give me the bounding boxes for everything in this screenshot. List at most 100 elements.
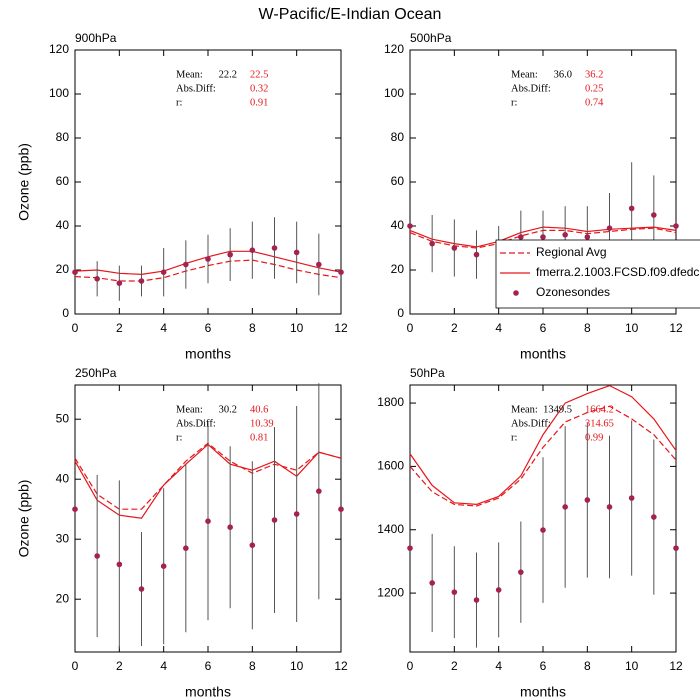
x-tick-label: 12 bbox=[669, 321, 683, 335]
stat-label: Abs.Diff: bbox=[511, 418, 551, 429]
stat-label: Mean: bbox=[511, 69, 538, 80]
point bbox=[160, 563, 167, 569]
legend-label: Ozonesondes bbox=[536, 285, 610, 299]
stat-value: 0.25 bbox=[585, 83, 603, 94]
point bbox=[316, 261, 322, 268]
x-tick-label: 8 bbox=[584, 659, 591, 673]
x-tick-label: 2 bbox=[116, 321, 123, 335]
point bbox=[205, 256, 211, 262]
point bbox=[673, 223, 679, 229]
y-tick-label: 60 bbox=[56, 174, 70, 188]
x-tick-label: 2 bbox=[116, 659, 123, 673]
point bbox=[138, 278, 145, 284]
stat-value: 314.65 bbox=[585, 418, 614, 429]
y-tick-label: 20 bbox=[56, 262, 70, 276]
stat-value: 0.99 bbox=[585, 432, 603, 443]
point bbox=[249, 542, 256, 548]
point bbox=[407, 223, 413, 229]
point bbox=[271, 517, 278, 523]
x-tick-label: 8 bbox=[249, 659, 256, 673]
y-tick-label: 60 bbox=[391, 174, 405, 188]
x-tick-label: 4 bbox=[160, 659, 167, 673]
point bbox=[473, 597, 480, 603]
legend-label: Regional Avg bbox=[536, 245, 607, 259]
x-tick-label: 4 bbox=[495, 321, 502, 335]
y-axis-label: Ozone (ppb) bbox=[16, 143, 32, 221]
stat-label: r: bbox=[511, 97, 517, 108]
line bbox=[409, 405, 677, 507]
x-tick-label: 2 bbox=[451, 321, 458, 335]
y-tick-label: 40 bbox=[391, 218, 405, 232]
y-tick-label: 100 bbox=[384, 86, 404, 100]
stat-value: 0.81 bbox=[250, 432, 268, 443]
point bbox=[584, 234, 591, 240]
point bbox=[429, 580, 435, 586]
point bbox=[183, 545, 189, 551]
point bbox=[562, 504, 568, 510]
point bbox=[293, 249, 300, 256]
stat-value: 1349.5 bbox=[543, 404, 572, 415]
x-tick-label: 10 bbox=[290, 321, 304, 335]
point bbox=[540, 527, 546, 533]
point bbox=[116, 280, 123, 287]
x-tick-label: 10 bbox=[625, 659, 639, 673]
point bbox=[316, 488, 322, 495]
x-tick-label: 10 bbox=[625, 321, 639, 335]
y-tick-label: 40 bbox=[56, 218, 70, 232]
y-tick-label: 1400 bbox=[377, 522, 404, 536]
x-tick-label: 4 bbox=[495, 659, 502, 673]
y-tick-label: 1600 bbox=[377, 459, 404, 473]
point bbox=[451, 245, 458, 251]
point bbox=[429, 240, 435, 247]
stat-label: r: bbox=[511, 432, 517, 443]
y-tick-label: 20 bbox=[391, 262, 405, 276]
point bbox=[227, 524, 233, 530]
stat-label: r: bbox=[176, 432, 182, 443]
point bbox=[651, 212, 657, 218]
stat-value: 0.91 bbox=[250, 97, 268, 108]
y-tick-label: 0 bbox=[397, 306, 404, 320]
x-axis-label: months bbox=[185, 346, 231, 362]
y-tick-label: 120 bbox=[49, 42, 69, 56]
panel-title: 900hPa bbox=[75, 31, 117, 45]
point bbox=[606, 225, 613, 231]
stat-label: Abs.Diff: bbox=[511, 83, 551, 94]
x-tick-label: 8 bbox=[584, 321, 591, 335]
panel-title: 50hPa bbox=[410, 366, 445, 380]
stat-value: 1664.2 bbox=[585, 404, 614, 415]
stat-value: 30.2 bbox=[219, 404, 237, 415]
legend-marker bbox=[513, 290, 519, 296]
x-axis-label: months bbox=[520, 346, 566, 362]
y-tick-label: 80 bbox=[56, 130, 70, 144]
point bbox=[183, 261, 189, 268]
y-tick-label: 80 bbox=[391, 130, 405, 144]
point bbox=[160, 269, 167, 276]
stat-label: r: bbox=[176, 97, 182, 108]
point bbox=[249, 247, 256, 253]
point bbox=[562, 232, 568, 238]
stat-value: 36.0 bbox=[554, 69, 572, 80]
x-tick-label: 12 bbox=[334, 321, 348, 335]
stat-value: 0.74 bbox=[585, 97, 604, 108]
y-tick-label: 120 bbox=[384, 42, 404, 56]
y-tick-label: 0 bbox=[62, 306, 69, 320]
stat-label: Abs.Diff: bbox=[176, 418, 216, 429]
stat-value: 22.5 bbox=[250, 69, 268, 80]
point bbox=[271, 245, 278, 251]
point bbox=[651, 514, 657, 520]
x-tick-label: 4 bbox=[160, 321, 167, 335]
x-axis-label: months bbox=[520, 684, 566, 700]
point bbox=[72, 269, 78, 276]
x-tick-label: 0 bbox=[72, 321, 79, 335]
stat-label: Abs.Diff: bbox=[176, 83, 216, 94]
line bbox=[409, 384, 677, 506]
point bbox=[138, 586, 145, 592]
x-tick-label: 6 bbox=[540, 321, 547, 335]
y-tick-label: 1200 bbox=[377, 585, 404, 599]
x-tick-label: 12 bbox=[334, 659, 348, 673]
y-tick-label: 40 bbox=[56, 471, 70, 485]
point bbox=[628, 495, 635, 501]
point bbox=[72, 506, 78, 512]
point bbox=[673, 545, 679, 551]
